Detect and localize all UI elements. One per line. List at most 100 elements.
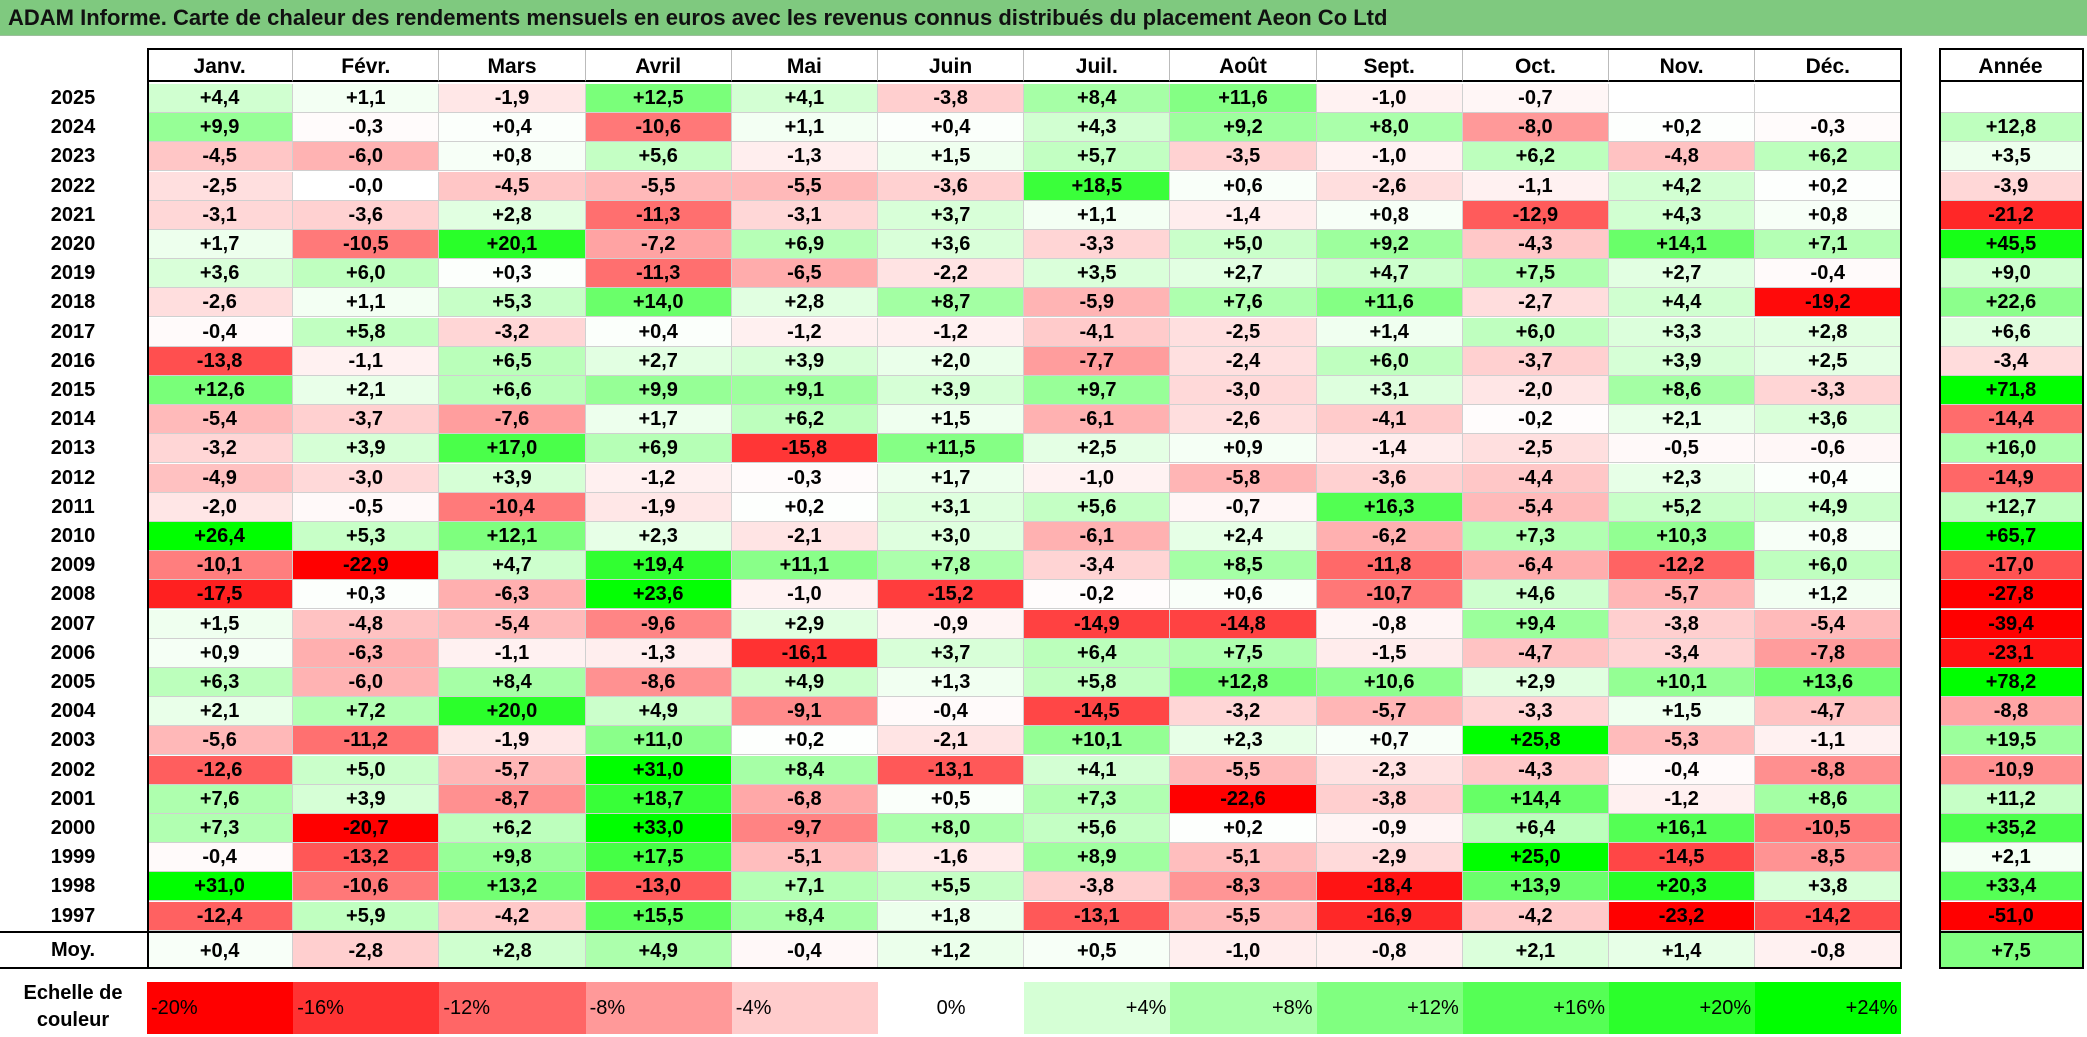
cell-2007-annual: -39,4 <box>1939 609 2084 639</box>
cell-2023-3: +0,8 <box>439 142 586 172</box>
row-label-2011: 2011 <box>51 495 95 518</box>
cell-2004-12: -4,7 <box>1755 697 1902 727</box>
cell-1999-10: +25,0 <box>1462 843 1609 873</box>
cell-2020-3: +20,1 <box>439 230 586 259</box>
cell-1998-8: -8,3 <box>1170 872 1317 902</box>
cell-2023-8: -3,5 <box>1170 142 1317 172</box>
cell-2021-6: +3,7 <box>878 200 1025 230</box>
column-header-12: Déc. <box>1755 48 1902 82</box>
cell-2018-8: +7,6 <box>1170 288 1317 318</box>
cell-2016-12: +2,5 <box>1755 346 1902 376</box>
cell-2001-12: +8,6 <box>1755 784 1902 814</box>
cell-2008-8: +0,6 <box>1170 580 1317 610</box>
cell-2001-10: +14,4 <box>1462 784 1609 814</box>
column-header-9: Sept. <box>1316 48 1463 82</box>
cell-2021-annual: -21,2 <box>1939 200 2084 230</box>
cell-2000-5: -9,7 <box>731 814 878 843</box>
cell-2008-1: -17,5 <box>147 580 294 610</box>
cell-2014-12: +3,6 <box>1755 405 1902 435</box>
cell-2006-6: +3,7 <box>878 638 1025 668</box>
column-header-annual: Année <box>1939 48 2084 82</box>
cell-2025-2: +1,1 <box>293 84 440 113</box>
cell-2005-1: +6,3 <box>147 668 294 697</box>
cell-2014-2: -3,7 <box>293 405 440 435</box>
average-cell-11: +1,4 <box>1609 932 1756 969</box>
cell-2007-2: -4,8 <box>293 609 440 639</box>
average-divider <box>0 930 1902 933</box>
cell-2019-annual: +9,0 <box>1939 259 2084 289</box>
cell-2017-annual: +6,6 <box>1939 317 2084 347</box>
cell-2014-3: -7,6 <box>439 405 586 435</box>
cell-2007-6: -0,9 <box>878 609 1025 639</box>
cell-2025-5: +4,1 <box>731 84 878 113</box>
row-label-1998: 1998 <box>50 875 96 898</box>
cell-2007-9: -0,8 <box>1316 609 1463 639</box>
cell-2003-12: -1,1 <box>1755 726 1902 756</box>
cell-2003-10: +25,8 <box>1462 726 1609 756</box>
cell-2012-10: -4,4 <box>1462 463 1609 493</box>
cell-1999-5: -5,1 <box>731 843 878 873</box>
cell-2017-7: -4,1 <box>1024 317 1171 347</box>
cell-2009-6: +7,8 <box>878 551 1025 581</box>
cell-2008-9: -10,7 <box>1316 580 1463 610</box>
cell-2020-9: +9,2 <box>1316 230 1463 259</box>
cell-2024-8: +9,2 <box>1170 113 1317 143</box>
cell-2008-5: -1,0 <box>731 580 878 610</box>
cell-1997-7: -13,1 <box>1024 901 1171 931</box>
cell-1997-1: -12,4 <box>147 901 294 931</box>
cell-1997-12: -14,2 <box>1755 901 1902 931</box>
cell-2014-10: -0,2 <box>1462 405 1609 435</box>
cell-2005-8: +12,8 <box>1170 668 1317 697</box>
cell-2013-9: -1,4 <box>1316 434 1463 464</box>
cell-2008-10: +4,6 <box>1462 580 1609 610</box>
cell-2005-11: +10,1 <box>1609 668 1756 697</box>
cell-2019-8: +2,7 <box>1170 259 1317 289</box>
cell-2023-7: +5,7 <box>1024 142 1171 172</box>
cell-2001-4: +18,7 <box>585 784 732 814</box>
cell-1998-annual: +33,4 <box>1939 872 2084 902</box>
cell-2006-12: -7,8 <box>1755 638 1902 668</box>
column-header-8: Août <box>1170 48 1317 82</box>
cell-2009-9: -11,8 <box>1316 551 1463 581</box>
cell-2025-4: +12,5 <box>585 84 732 113</box>
color-scale-stop-11: +20% <box>1609 982 1756 1034</box>
cell-2013-10: -2,5 <box>1462 434 1609 464</box>
cell-2018-3: +5,3 <box>439 288 586 318</box>
cell-2002-8: -5,5 <box>1170 755 1317 785</box>
cell-2015-11: +8,6 <box>1609 376 1756 405</box>
cell-2018-2: +1,1 <box>293 288 440 318</box>
cell-2022-11: +4,2 <box>1609 171 1756 201</box>
cell-1999-7: +8,9 <box>1024 843 1171 873</box>
cell-2003-1: -5,6 <box>147 726 294 756</box>
cell-2016-11: +3,9 <box>1609 346 1756 376</box>
cell-2021-10: -12,9 <box>1462 200 1609 230</box>
cell-1998-6: +5,5 <box>878 872 1025 902</box>
cell-2000-2: -20,7 <box>293 814 440 843</box>
average-cell-6: +1,2 <box>878 932 1025 969</box>
row-label-2023: 2023 <box>50 145 96 168</box>
cell-2013-8: +0,9 <box>1170 434 1317 464</box>
cell-2013-1: -3,2 <box>147 434 294 464</box>
cell-2021-5: -3,1 <box>731 200 878 230</box>
cell-1997-10: -4,2 <box>1462 901 1609 931</box>
cell-2018-7: -5,9 <box>1024 288 1171 318</box>
cell-2019-4: -11,3 <box>585 259 732 289</box>
cell-2014-annual: -14,4 <box>1939 405 2084 435</box>
cell-2003-5: +0,2 <box>731 726 878 756</box>
cell-2009-5: +11,1 <box>731 551 878 581</box>
row-label-bottom-line <box>0 966 147 969</box>
cell-2004-6: -0,4 <box>878 697 1025 727</box>
cell-1998-4: -13,0 <box>585 872 732 902</box>
cell-1998-1: +31,0 <box>147 872 294 902</box>
cell-2009-4: +19,4 <box>585 551 732 581</box>
cell-2002-6: -13,1 <box>878 755 1025 785</box>
cell-2006-2: -6,3 <box>293 638 440 668</box>
cell-2018-9: +11,6 <box>1316 288 1463 318</box>
cell-1999-annual: +2,1 <box>1939 843 2084 873</box>
cell-2004-9: -5,7 <box>1316 697 1463 727</box>
cell-2015-8: -3,0 <box>1170 376 1317 405</box>
cell-2025-3: -1,9 <box>439 84 586 113</box>
cell-2015-12: -3,3 <box>1755 376 1902 405</box>
cell-2025-6: -3,8 <box>878 84 1025 113</box>
cell-2002-12: -8,8 <box>1755 755 1902 785</box>
